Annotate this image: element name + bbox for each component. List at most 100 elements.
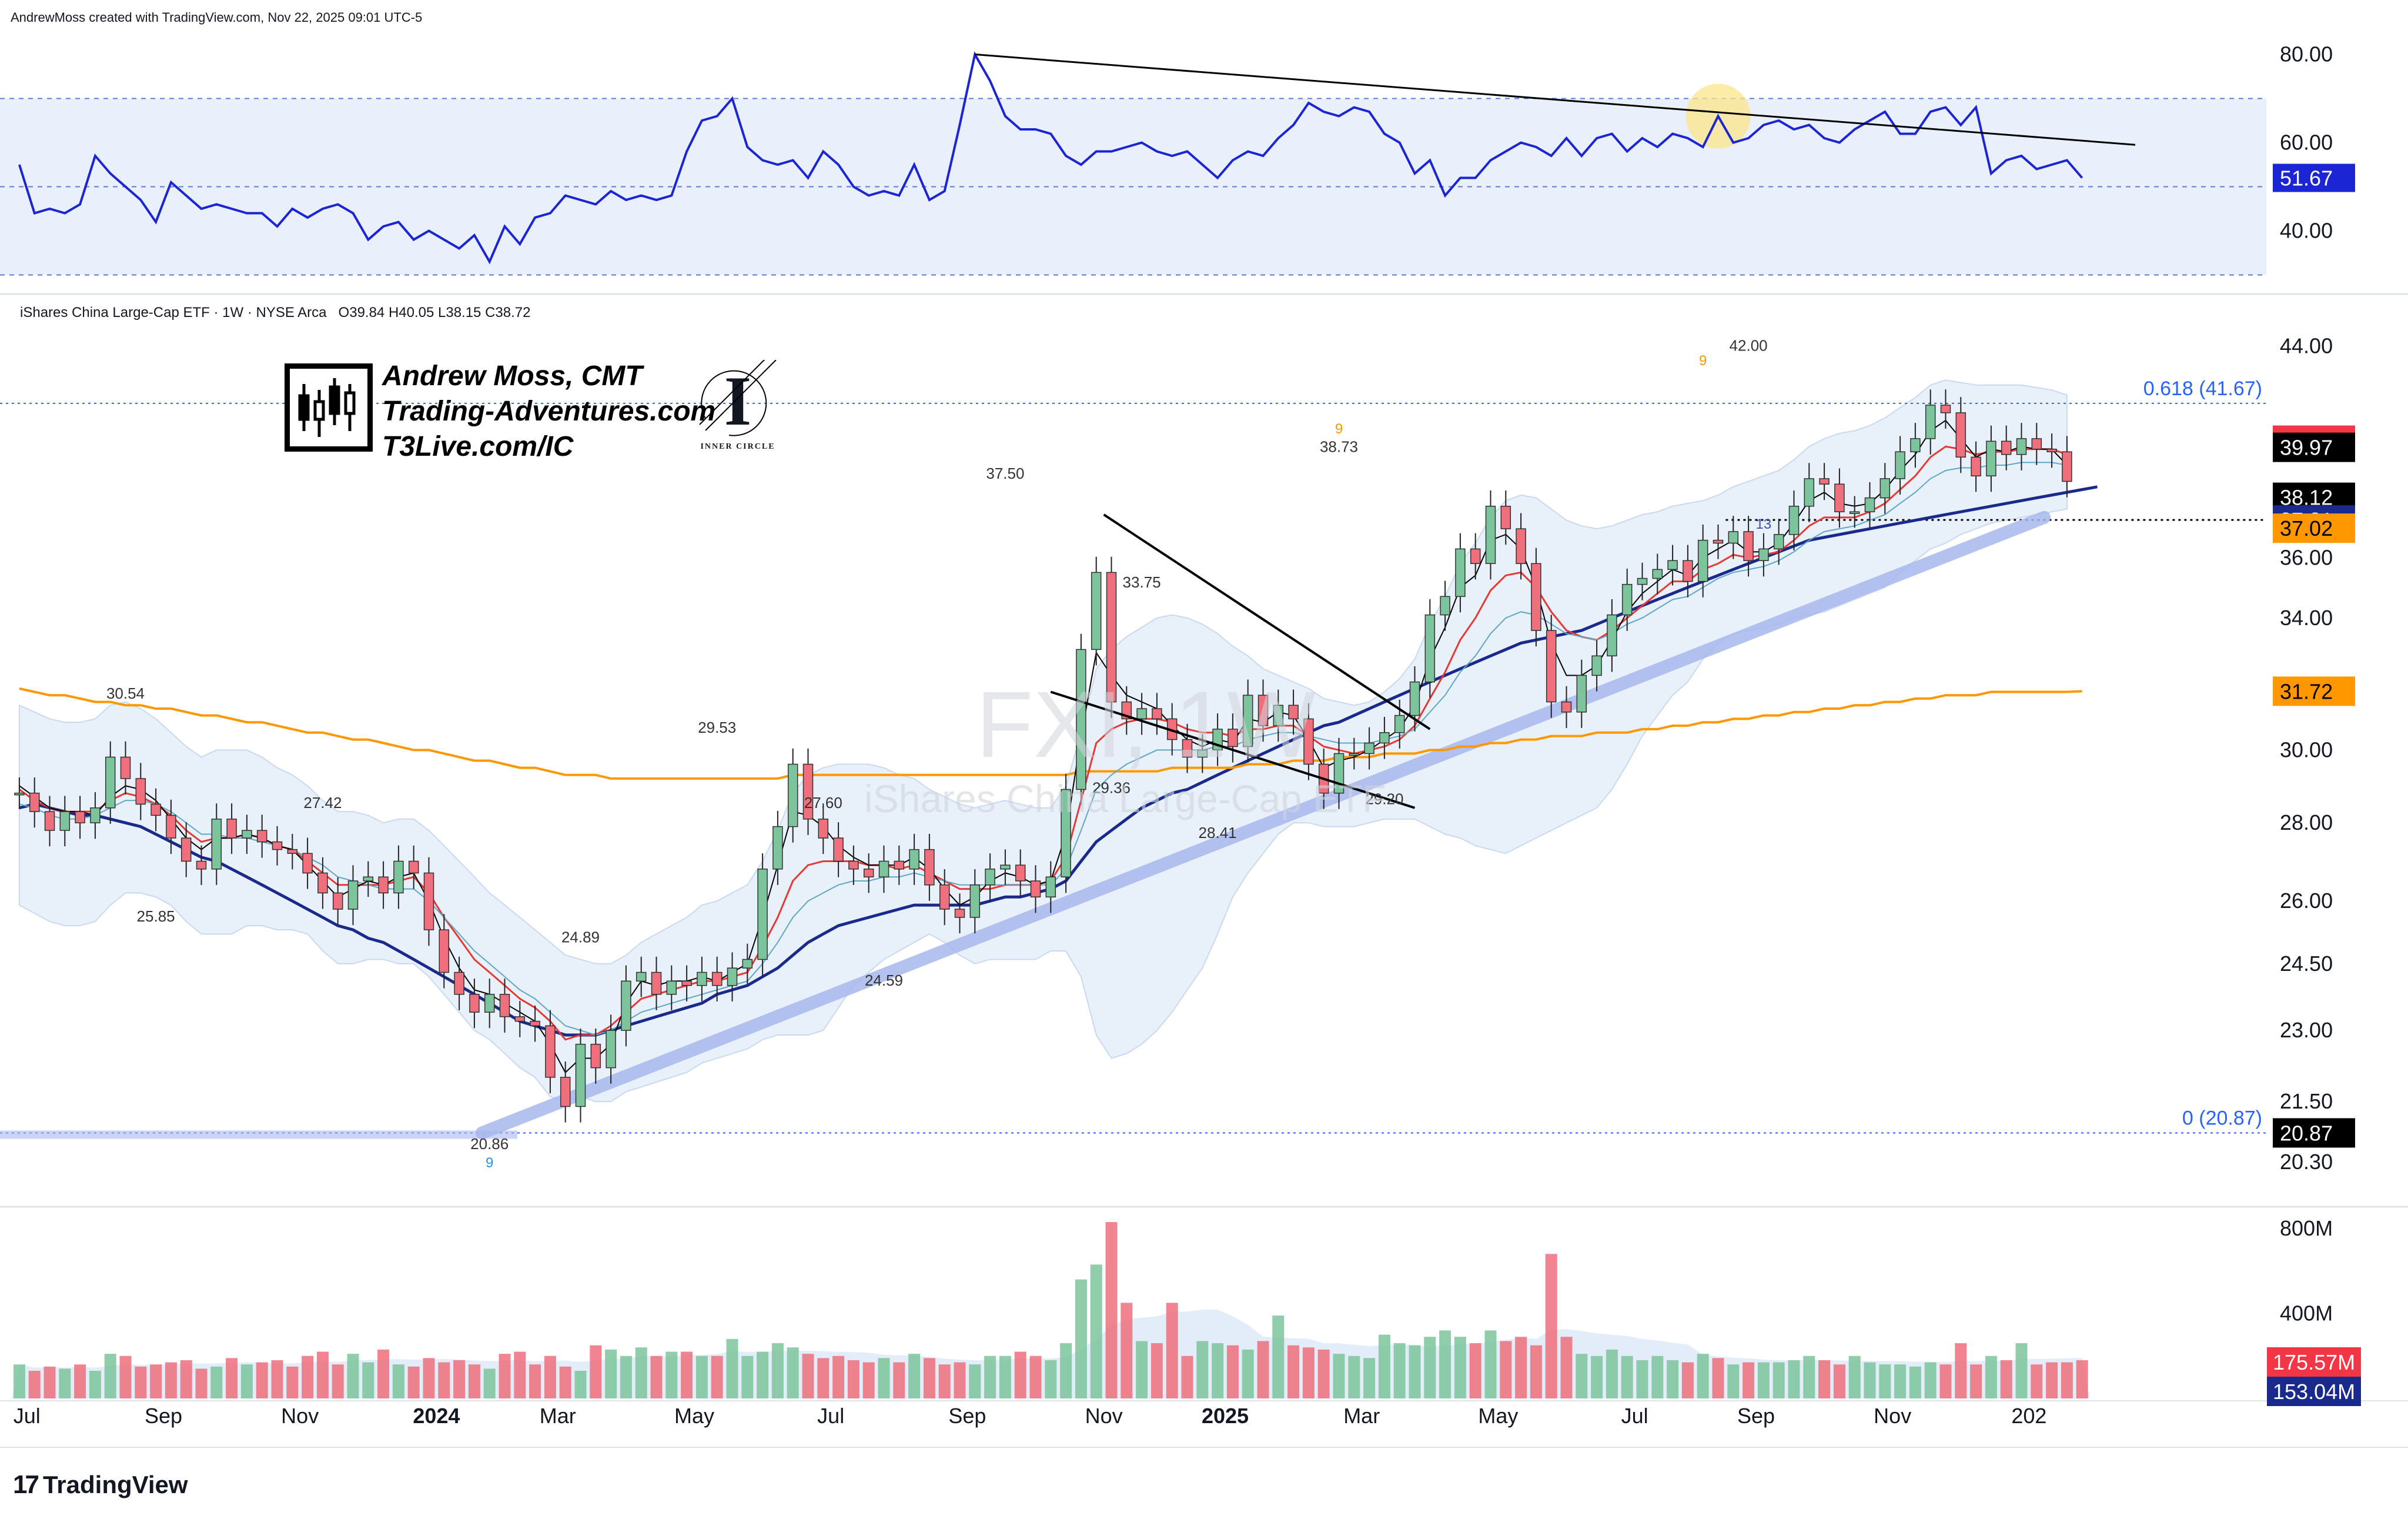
candle [621, 965, 631, 1047]
candle [423, 857, 434, 946]
candle-body [393, 860, 404, 894]
price-tick-label: 26.00 [2280, 889, 2333, 913]
volume-bar [28, 1371, 41, 1398]
price-annotation-label: 30.54 [106, 685, 145, 702]
volume-bar [1772, 1362, 1785, 1398]
volume-bar [1530, 1345, 1542, 1398]
candle-body [1455, 548, 1466, 597]
candle-body [1106, 572, 1117, 703]
candle [636, 956, 647, 997]
x-tick-label: Jul [14, 1404, 41, 1428]
tradingview-logo-icon: 17 [13, 1470, 39, 1499]
candle-body [1394, 715, 1405, 733]
volume-bar [620, 1356, 632, 1398]
candle-body [2001, 440, 2012, 455]
price-pane: 0.618 (41.67) 0 (20.87) 30.54 25.85 27.42 20.… [0, 333, 2355, 1174]
candle [1273, 689, 1284, 742]
candle [802, 748, 814, 835]
candle [1182, 723, 1193, 773]
candle-body [256, 830, 267, 843]
candle [1379, 717, 1390, 759]
candle [1500, 490, 1511, 545]
candle [697, 956, 707, 1001]
price-annotation-label: 27.60 [804, 794, 842, 812]
rsi-tick-label: 80.00 [2280, 42, 2333, 66]
volume-bar [1879, 1364, 1891, 1398]
volume-bar [438, 1362, 450, 1398]
volume-bar [1621, 1356, 1633, 1398]
candlestick-logo-icon [285, 363, 373, 452]
candle-body [14, 792, 25, 796]
volume-bar [1697, 1354, 1709, 1398]
symbol-title[interactable]: iShares China Large-Cap ETF · 1W · NYSE … [20, 305, 327, 321]
candle-body [848, 860, 859, 870]
candle-body [1500, 506, 1511, 529]
volume-bar [1803, 1356, 1815, 1398]
volume-bar [195, 1368, 208, 1398]
candle-body [135, 778, 146, 805]
candle [1667, 545, 1678, 586]
footer [0, 1447, 2408, 1519]
author-line-1: Andrew Moss, CMT [382, 360, 643, 392]
x-tick-label: Jul [1621, 1404, 1648, 1428]
candle [1591, 640, 1602, 692]
volume-bar [165, 1362, 177, 1398]
candle-body [1940, 405, 1951, 413]
volume-bar [1924, 1362, 1937, 1398]
volume-bar [1545, 1254, 1557, 1398]
candle [408, 845, 419, 889]
candle [44, 796, 55, 847]
volume-bar [969, 1364, 981, 1398]
candle [1470, 533, 1481, 580]
candle [1683, 545, 1693, 597]
price-tick-label: 28.00 [2280, 810, 2333, 834]
volume-bar [226, 1358, 238, 1398]
name-watermark: iShares China Large-Cap ETF [864, 777, 1386, 820]
volume-bar [44, 1366, 56, 1398]
candle-body [1849, 511, 1860, 515]
candle-body [1045, 876, 1056, 898]
candle-body [1182, 739, 1193, 758]
candle [2062, 436, 2072, 498]
tradingview-logo[interactable]: 17 TradingView [13, 1470, 188, 1500]
volume-bar [1894, 1364, 1907, 1398]
candle [242, 814, 252, 854]
volume-bar [1333, 1354, 1345, 1398]
candle [1697, 524, 1708, 597]
candle [1743, 516, 1754, 577]
candle-body [833, 837, 844, 862]
volume-bar [1712, 1358, 1724, 1398]
candle [1531, 547, 1541, 647]
candle-body [1076, 649, 1086, 790]
candle-body [1257, 695, 1269, 726]
price-tick-label: 44.00 [2280, 333, 2333, 358]
candle [848, 845, 859, 885]
candle [1758, 533, 1769, 577]
fib-level-label: 0 (20.87) [2182, 1107, 2262, 1129]
volume-bar [1970, 1364, 1982, 1398]
volume-bar [210, 1366, 223, 1398]
x-tick-label: Sep [1737, 1404, 1775, 1428]
ma-blue-line [19, 485, 2098, 1037]
volume-tick-label: 800M [2280, 1216, 2333, 1240]
volume-bar [1667, 1360, 1679, 1398]
volume-bar [1606, 1349, 1618, 1398]
candle [393, 845, 404, 909]
candle-body [1409, 681, 1420, 716]
volume-bar [908, 1354, 921, 1398]
candle [590, 1028, 601, 1084]
volume-bar [1317, 1349, 1330, 1398]
volume-bar [1955, 1343, 1967, 1398]
volume-bar [180, 1360, 192, 1398]
wedge-upper-line [1103, 513, 1431, 730]
volume-bar [1014, 1351, 1026, 1398]
tradingview-logo-text: TradingView [42, 1471, 188, 1498]
volume-bar [1939, 1364, 1952, 1398]
volume-bar [2015, 1343, 2028, 1398]
candle-body [1531, 563, 1541, 631]
volume-bar [862, 1362, 875, 1398]
candle-body [302, 853, 313, 874]
candle [378, 861, 389, 909]
candle [1576, 659, 1587, 728]
candle-body [499, 994, 510, 1017]
